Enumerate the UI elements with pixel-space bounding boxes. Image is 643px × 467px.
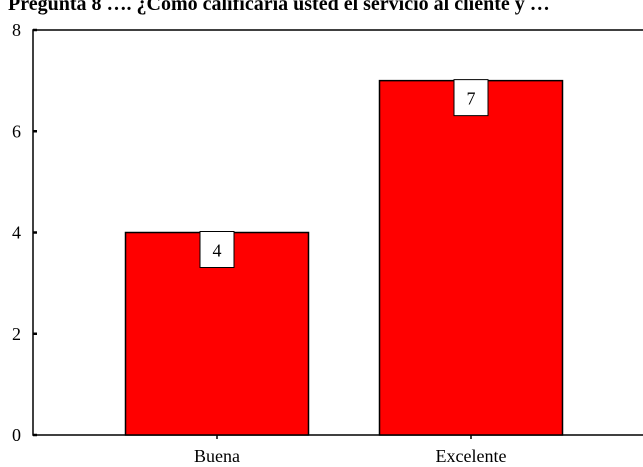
data-label: 7 bbox=[467, 89, 476, 109]
x-tick-label: Buena bbox=[194, 446, 240, 466]
y-tick-label: 0 bbox=[12, 425, 21, 445]
x-axis: Buena Excelente bbox=[194, 435, 506, 466]
data-label: 4 bbox=[213, 241, 222, 261]
data-label-box bbox=[453, 79, 489, 117]
x-tick-label: Excelente bbox=[436, 446, 507, 466]
chart-title: Pregunta 8 …. ¿Cómo calificaría usted el… bbox=[8, 0, 550, 15]
y-tick-label: 4 bbox=[12, 223, 21, 243]
y-axis: 0 2 4 6 8 bbox=[12, 20, 37, 445]
y-tick-label: 8 bbox=[12, 20, 21, 40]
y-tick-label: 6 bbox=[12, 121, 21, 141]
data-label-box bbox=[199, 231, 235, 268]
bar bbox=[378, 79, 564, 436]
bars-group: 47 bbox=[124, 79, 564, 436]
y-tick-label: 2 bbox=[12, 324, 21, 344]
